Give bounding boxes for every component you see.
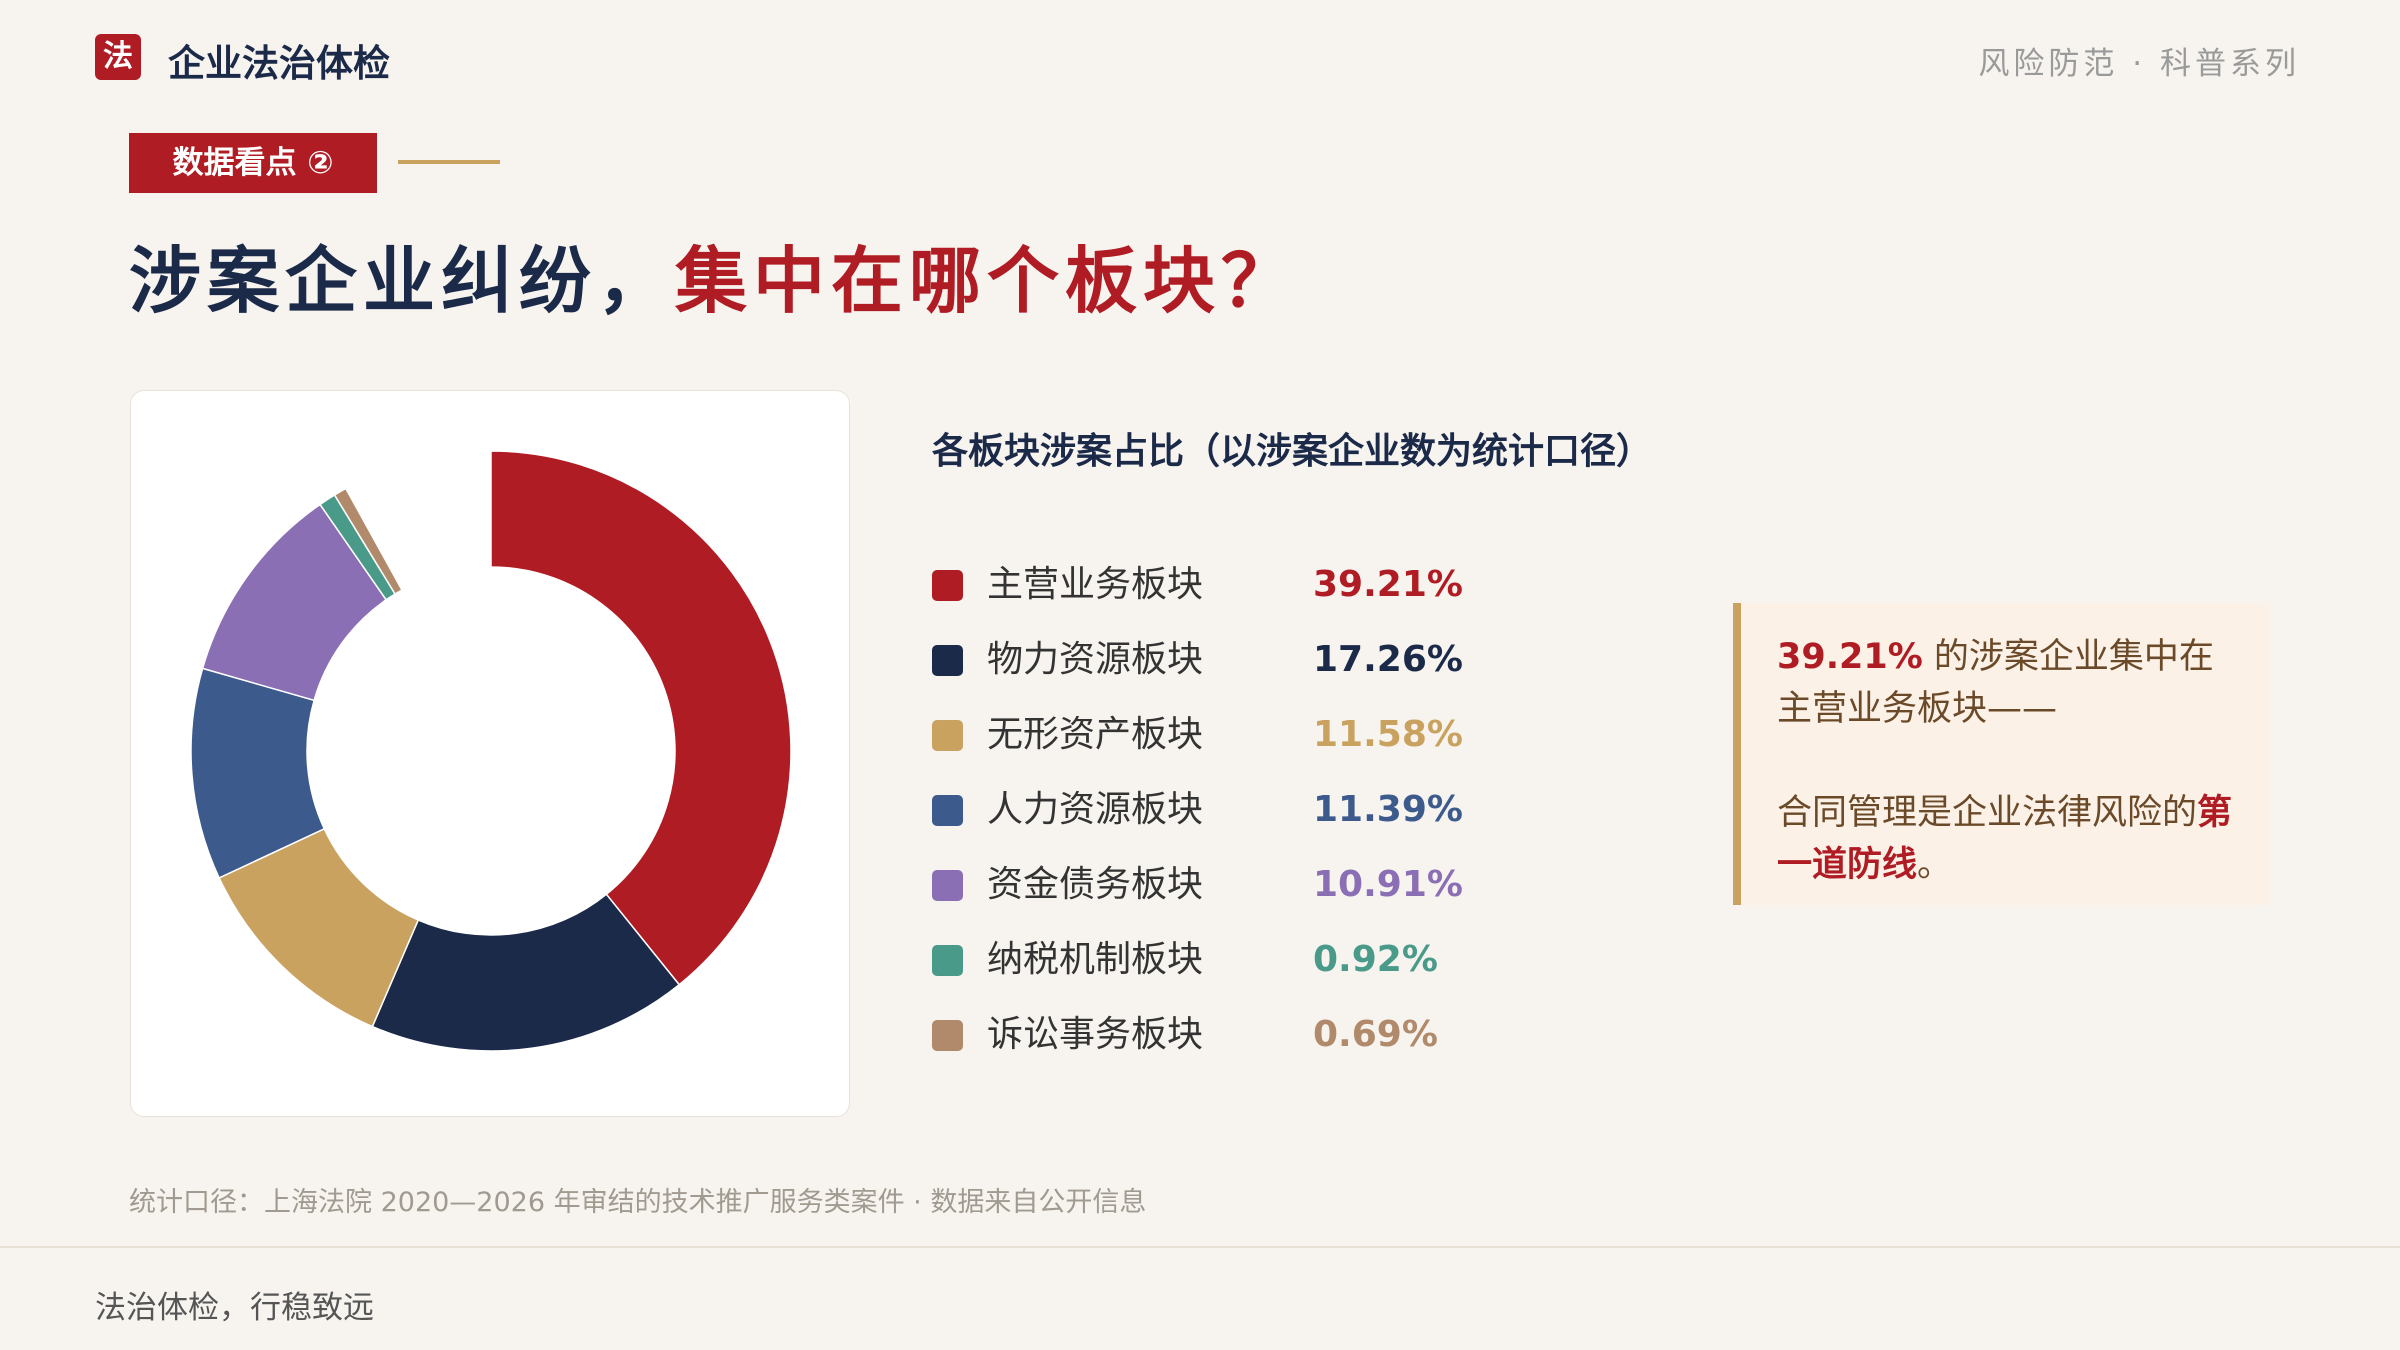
legend-label: 资金债务板块 bbox=[987, 864, 1204, 905]
legend-swatch bbox=[932, 945, 963, 976]
callout-text: 合同管理是企业法律风险的 bbox=[1777, 793, 2198, 833]
value-label: 11.58% bbox=[1313, 714, 1463, 755]
callout-paragraph: 39.21% 的涉案企业集中在主营业务板块—— bbox=[1777, 631, 2239, 735]
headline-part: 集中在哪个板块？ bbox=[675, 239, 1300, 323]
callout-text: 的涉案企业集中在主营业务板块—— bbox=[1777, 637, 2214, 729]
donut-slice bbox=[371, 893, 681, 1052]
value-label: 17.26% bbox=[1313, 639, 1463, 680]
footer-rule bbox=[0, 1246, 2400, 1248]
legend-swatch bbox=[932, 645, 963, 676]
legend-row: 物力资源板块 17.26% bbox=[932, 635, 1532, 685]
value-label: 10.91% bbox=[1313, 864, 1463, 905]
logo: 法 bbox=[95, 34, 141, 80]
legend-swatch bbox=[932, 570, 963, 601]
headline: 涉案企业纠纷，集中在哪个板块？ bbox=[129, 222, 1299, 327]
value-label: 0.92% bbox=[1313, 939, 1438, 980]
callout-highlight: 39.21% bbox=[1777, 637, 1923, 677]
donut-slice bbox=[490, 450, 792, 986]
legend-swatch bbox=[932, 720, 963, 751]
legend-row: 人力资源板块 11.39% bbox=[932, 785, 1532, 835]
legend-row: 主营业务板块 39.21% bbox=[932, 560, 1532, 610]
legend-row: 诉讼事务板块 0.69% bbox=[932, 1010, 1532, 1060]
value-label: 0.69% bbox=[1313, 1014, 1438, 1055]
legend-label: 主营业务板块 bbox=[987, 564, 1204, 605]
legend-label: 无形资产板块 bbox=[987, 714, 1204, 755]
legend-row: 纳税机制板块 0.92% bbox=[932, 935, 1532, 985]
donut-slice bbox=[333, 487, 403, 596]
legend-label: 物力资源板块 bbox=[987, 639, 1204, 680]
legend-swatch bbox=[932, 1020, 963, 1051]
value-label: 11.39% bbox=[1313, 789, 1463, 830]
brand-title: 企业法治体检 bbox=[168, 42, 390, 85]
callout-paragraph: 合同管理是企业法律风险的第一道防线。 bbox=[1777, 787, 2239, 891]
section-tag: 数据看点 ② bbox=[129, 133, 377, 193]
value-label: 39.21% bbox=[1313, 564, 1463, 605]
callout-text: 。 bbox=[1917, 845, 1953, 885]
headline-part: 涉案企业纠纷， bbox=[129, 239, 676, 323]
chart-title: 各板块涉案占比（以涉案企业数为统计口径） bbox=[932, 431, 1653, 472]
callout-highlight: 第一道防线 bbox=[1777, 793, 2233, 885]
footnote: 统计口径：上海法院 2020—2026 年审结的技术推广服务类案件 · 数据来自… bbox=[129, 1187, 1147, 1218]
series-label: 风险防范 · 科普系列 bbox=[1978, 46, 2300, 82]
tag-line bbox=[398, 160, 500, 164]
legend-label: 人力资源板块 bbox=[987, 789, 1204, 830]
legend-label: 纳税机制板块 bbox=[987, 939, 1204, 980]
donut-chart bbox=[190, 450, 792, 1052]
legend-swatch bbox=[932, 870, 963, 901]
footer-text: 法治体检，行稳致远 bbox=[95, 1290, 374, 1326]
chart-card bbox=[130, 390, 850, 1117]
callout: 39.21% 的涉案企业集中在主营业务板块—— 合同管理是企业法律风险的第一道防… bbox=[1733, 603, 2269, 905]
legend-swatch bbox=[932, 795, 963, 826]
legend-row: 资金债务板块 10.91% bbox=[932, 860, 1532, 910]
legend-label: 诉讼事务板块 bbox=[987, 1014, 1204, 1055]
legend-row: 无形资产板块 11.58% bbox=[932, 710, 1532, 760]
